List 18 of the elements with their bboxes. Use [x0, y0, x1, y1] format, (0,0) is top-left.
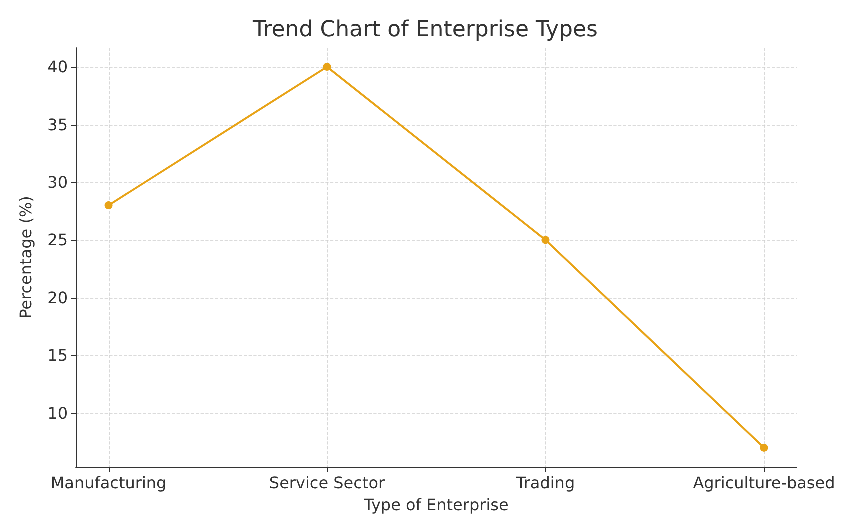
point: [542, 236, 550, 244]
y-tick-label: 20: [48, 288, 68, 308]
x-tick-label: Service Sector: [269, 474, 386, 492]
x-axis-title: Type of Enterprise: [363, 496, 509, 514]
x-tick-label: Trading: [515, 474, 576, 492]
point: [104, 202, 113, 210]
x-tick-label: Agriculture-based: [693, 474, 836, 492]
y-tick-label: 30: [48, 172, 68, 192]
y-tick-label: 10: [48, 404, 68, 423]
y-tick-label: 15: [48, 346, 68, 366]
y-axis-title: Percentage (%): [16, 196, 36, 319]
y-tick-label: 25: [48, 230, 68, 250]
y-tick-label: 40: [48, 58, 68, 77]
y-tick-label: 35: [48, 115, 68, 134]
x-tick-label: Manufacturing: [50, 474, 167, 492]
point: [323, 63, 332, 72]
chart-title: Trend Chart of Enterprise Types: [252, 18, 598, 42]
point: [760, 444, 768, 452]
